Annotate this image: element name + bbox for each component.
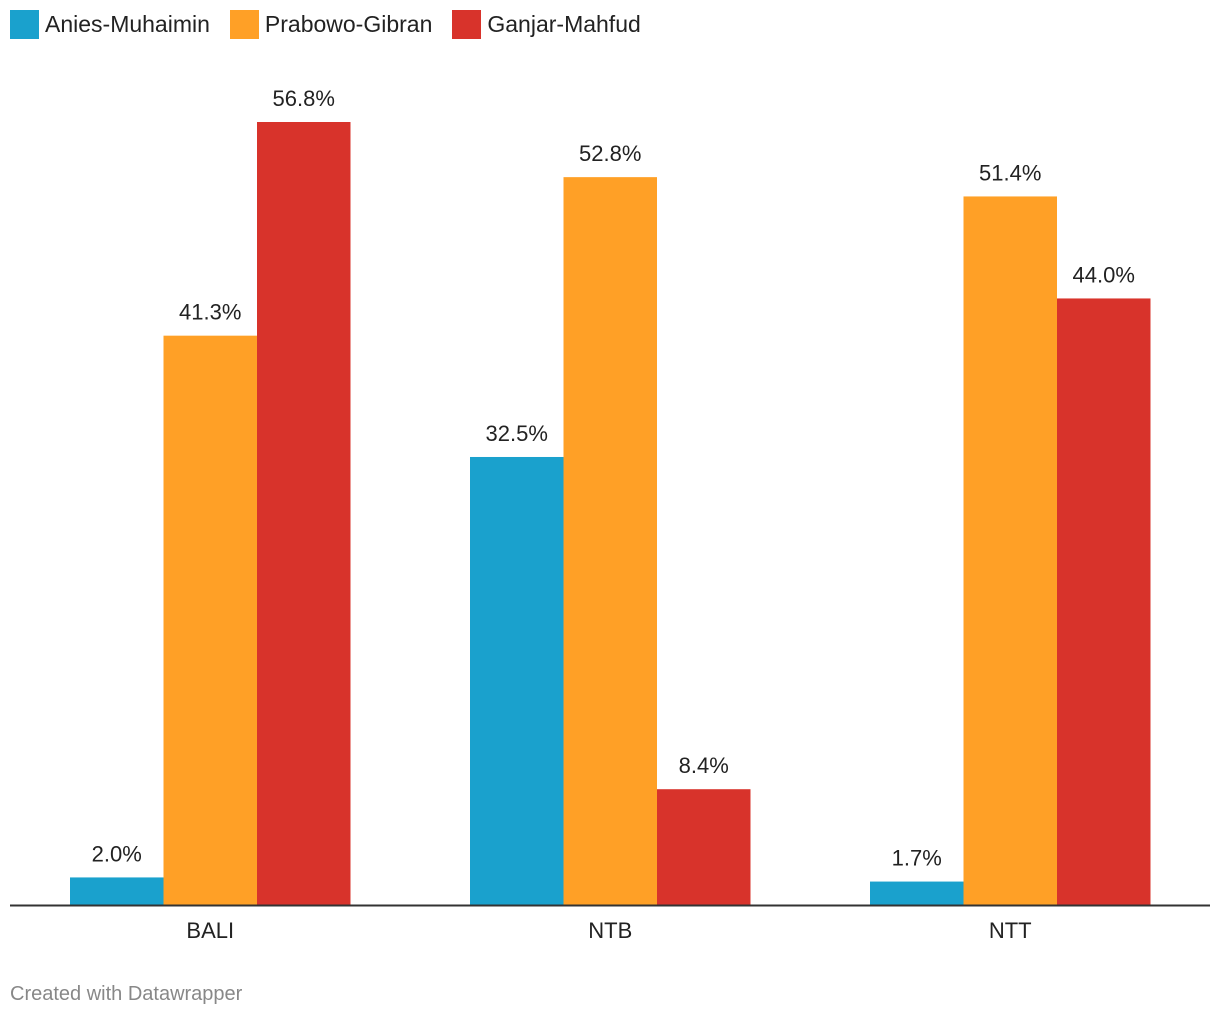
data-label: 32.5% [486,421,548,446]
bar [70,877,164,905]
legend-item: Prabowo-Gibran [229,10,433,39]
legend-swatch [229,10,259,39]
legend-swatch [10,10,39,39]
data-label: 41.3% [179,300,241,325]
x-tick-label: BALI [186,918,234,943]
legend-item: Ganjar-Mahfud [452,10,641,39]
bar [470,456,564,905]
bar [1057,298,1151,906]
x-tick-label: NTB [588,918,632,943]
bar [870,881,964,905]
x-tick-label: NTT [989,918,1032,943]
data-label: 56.8% [273,86,335,111]
legend-label: Anies-Muhaimin [45,11,210,37]
bar [563,177,657,905]
data-label: 1.7% [892,846,942,871]
data-label: 52.8% [579,141,641,166]
data-label: 2.0% [92,841,142,866]
bar [257,122,351,905]
bar [657,789,751,905]
legend-label: Prabowo-Gibran [264,11,433,37]
data-label: 44.0% [1073,262,1135,287]
footer-credit: Created with Datawrapper [10,983,243,1005]
bar [163,335,257,905]
legend-swatch [452,10,482,39]
bar [963,196,1057,906]
bar-chart: 2.0% 41.3% 56.8% BALI 32.5% 52.8% 8.4% NTB 1.7% 5… [10,86,1210,943]
legend-item: Anies-Muhaimin [10,10,210,39]
data-label: 51.4% [979,160,1041,185]
legend-label: Ganjar-Mahfud [487,11,641,37]
legend: Anies-Muhaimin Prabowo-Gibran Ganjar-Mahfu… [10,10,641,39]
data-label: 8.4% [679,753,729,778]
